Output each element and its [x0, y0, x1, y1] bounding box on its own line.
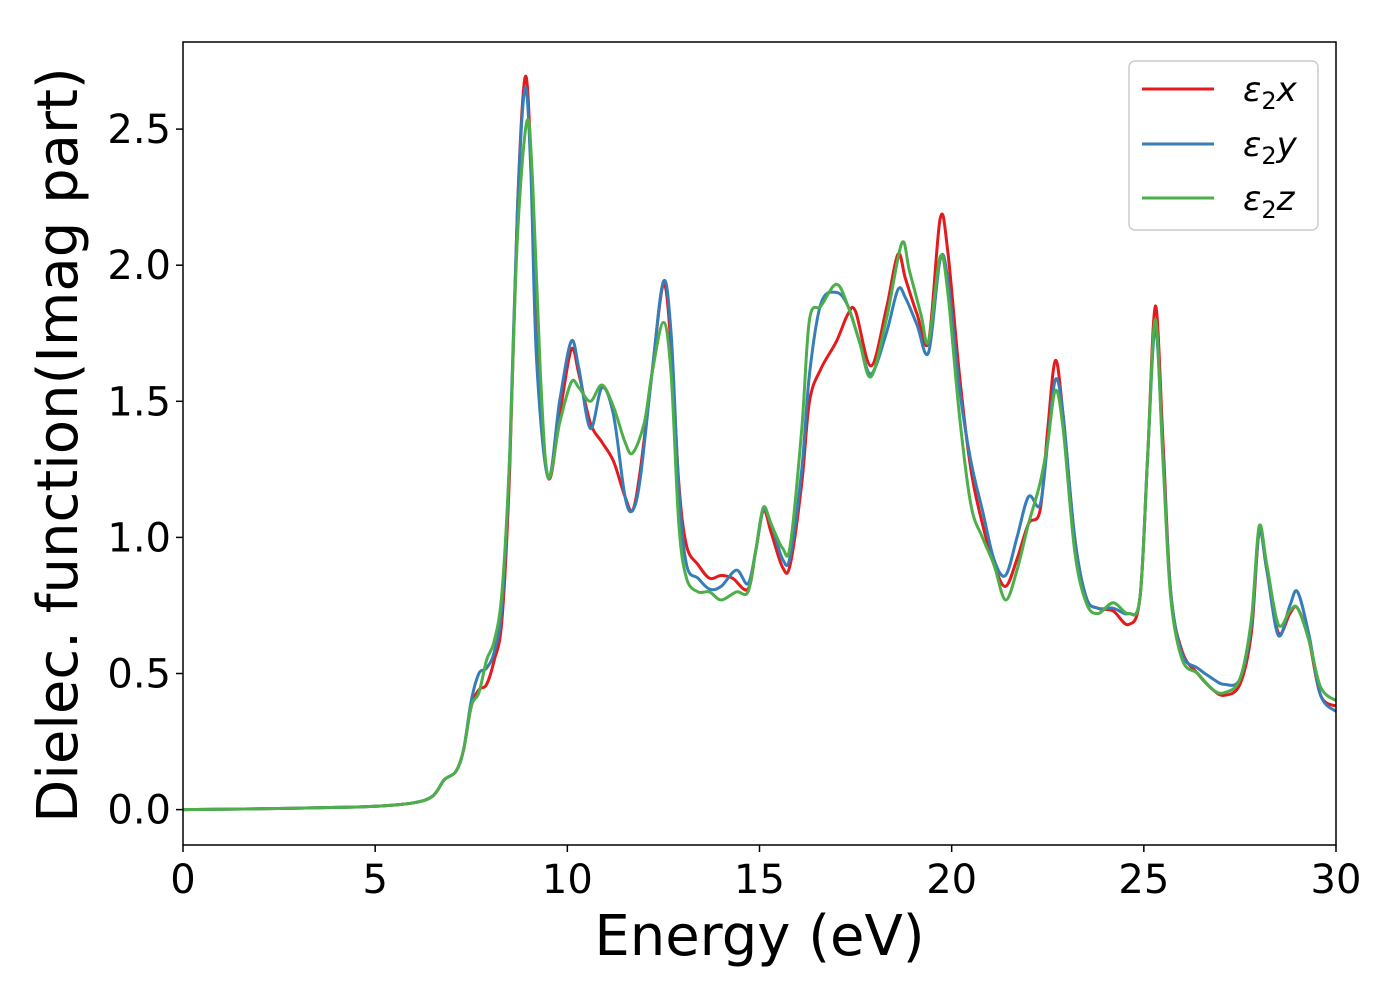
x-axis: 0 5 10 15 20 25 30: [170, 845, 1361, 903]
y-axis: 0.0 0.5 1.0 1.5 2.0 2.5: [107, 107, 183, 834]
y-tick-label: 1.5: [107, 379, 171, 425]
x-tick-label: 30: [1311, 857, 1362, 903]
legend-box: [1128, 60, 1319, 231]
legend-label-y: ε2y: [1243, 125, 1298, 170]
series-line-z: [183, 117, 1336, 812]
y-tick-label: 2.0: [107, 243, 171, 289]
y-axis-title: Dielec. function(Imag part): [26, 67, 91, 823]
x-tick-label: 25: [1118, 857, 1169, 903]
x-tick-label: 0: [170, 857, 195, 903]
legend-label-x: ε2x: [1243, 70, 1298, 115]
x-tick-label: 20: [926, 857, 977, 903]
x-tick-label: 5: [362, 857, 387, 903]
x-axis-title: Energy (eV): [594, 904, 924, 969]
x-tick-label: 15: [734, 857, 785, 903]
y-tick-label: 2.5: [107, 107, 171, 153]
y-tick-label: 0.0: [107, 788, 171, 834]
y-tick-label: 1.0: [107, 515, 171, 561]
x-tick-label: 10: [542, 857, 593, 903]
series-layer: [183, 74, 1336, 812]
y-tick-label: 0.5: [107, 652, 171, 698]
legend: ε2x ε2y ε2z: [1128, 60, 1319, 231]
legend-label-z: ε2z: [1243, 179, 1296, 224]
